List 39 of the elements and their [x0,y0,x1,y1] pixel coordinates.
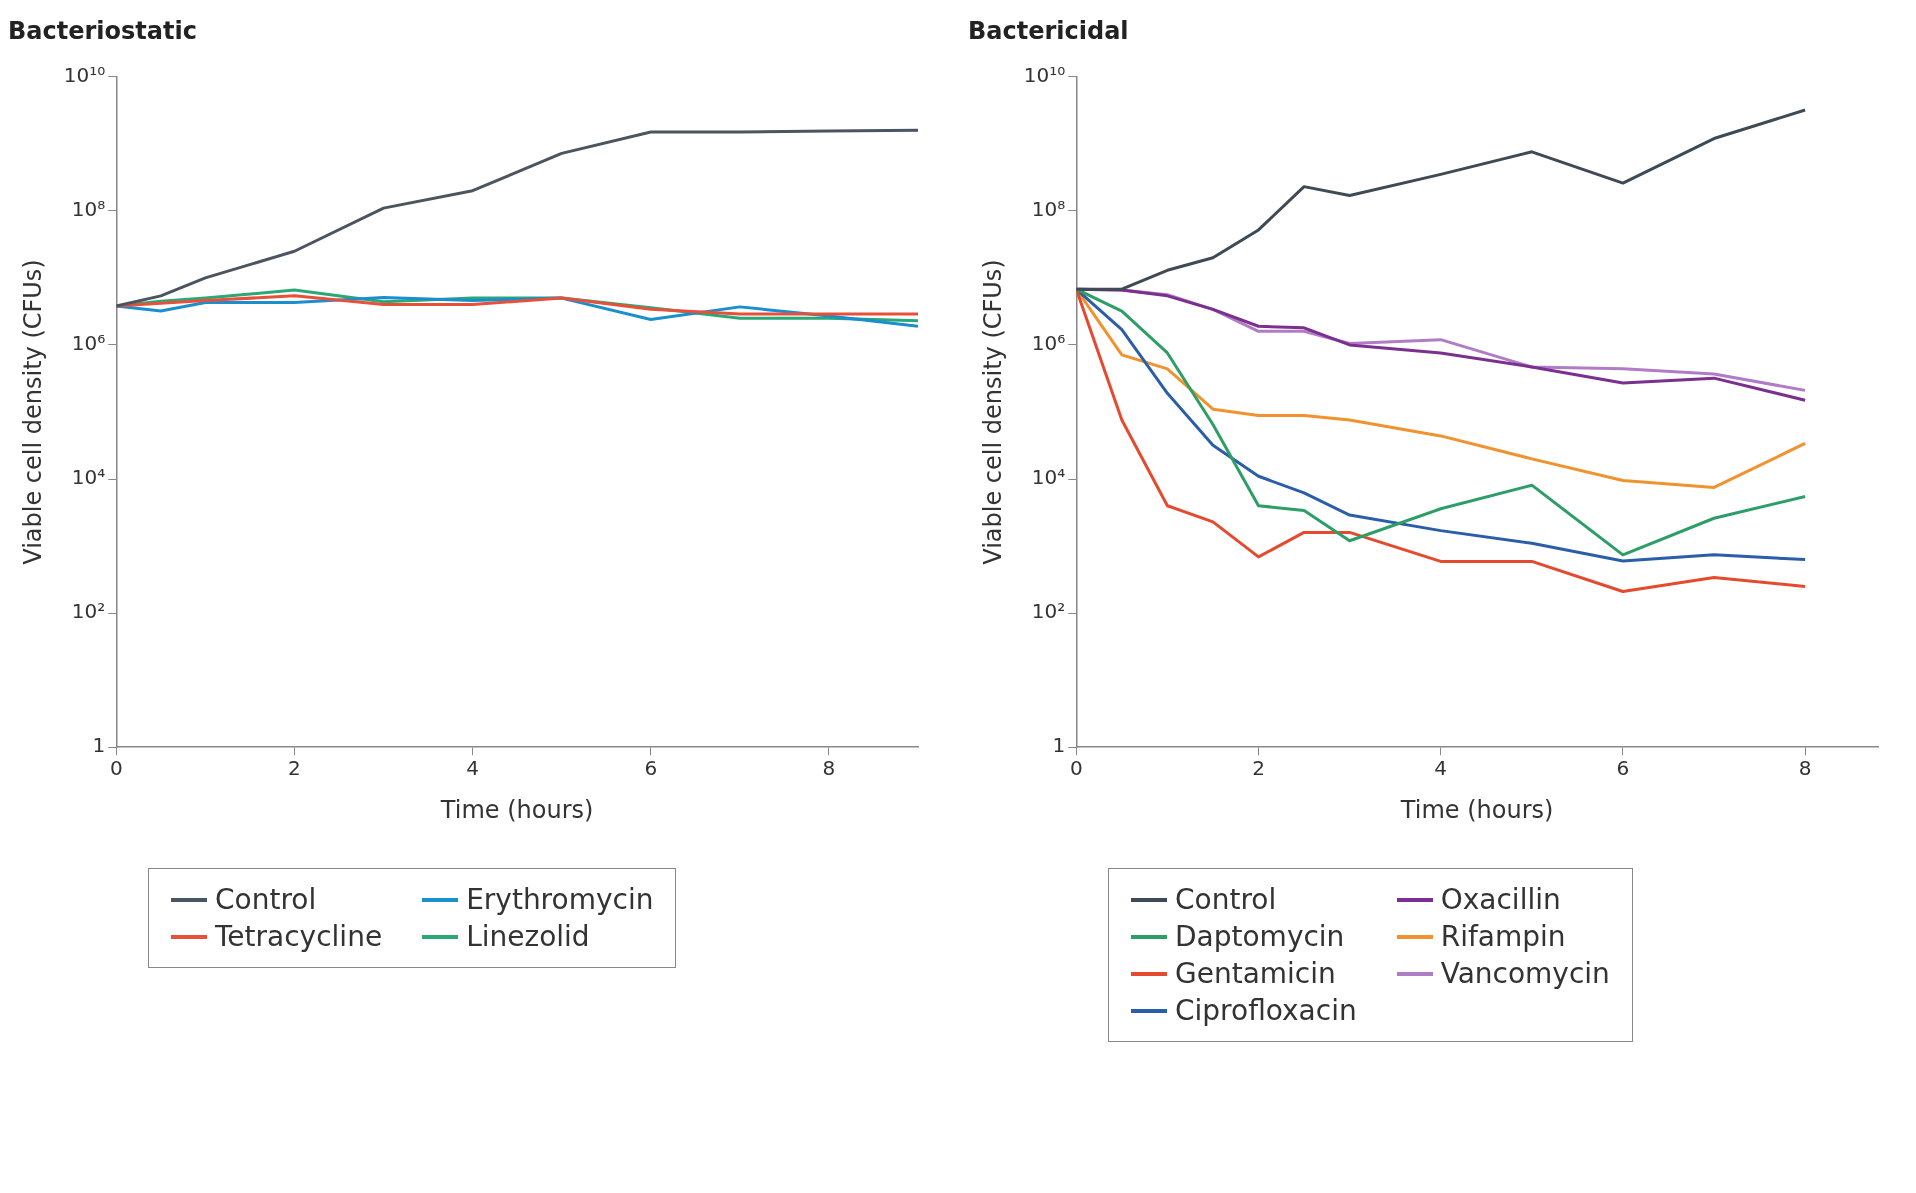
x-tick-label: 4 [466,756,479,781]
y-tick-label: 10⁶ [1031,331,1066,356]
y-axis-title: Viable cell density (CFUs) [18,259,47,565]
legend-label: Control [1175,883,1277,916]
legend-label: Control [215,883,317,916]
chart-title: Bactericidal [968,16,1129,45]
y-tick-label: 10⁸ [71,197,106,222]
x-tick-label: 8 [822,756,836,781]
y-tick-label: 10⁶ [71,331,106,356]
y-axis-title: Viable cell density (CFUs) [978,259,1007,565]
y-tick-label: 10⁴ [1031,465,1066,490]
y-tick-label: 10² [71,599,106,624]
y-tick-label: 10⁸ [1031,197,1066,222]
x-tick-label: 0 [109,756,123,781]
chart-title: Bacteriostatic [8,16,197,45]
legend-label: Oxacillin [1440,883,1561,916]
y-tick-label: 1 [92,733,106,758]
legend-label: Tetracycline [215,920,383,953]
y-tick-label: 1 [1052,733,1066,758]
x-axis-title: Time (hours) [1399,795,1554,824]
legend-label: Ciprofloxacin [1175,994,1357,1027]
legend-label: Erythromycin [466,883,654,916]
y-tick-label: 10¹⁰ [63,63,106,87]
y-tick-label: 10⁴ [71,465,106,490]
x-tick-label: 6 [1616,756,1630,781]
x-tick-label: 8 [1798,756,1812,781]
y-tick-label: 10² [1031,599,1066,624]
legend-label: Linezolid [466,920,590,953]
y-tick-label: 10¹⁰ [1023,63,1066,87]
legend-label: Rifampin [1440,920,1566,953]
x-tick-label: 0 [1069,756,1083,781]
x-tick-label: 6 [644,756,658,781]
x-tick-label: 2 [1252,756,1265,781]
legend-label: Gentamicin [1175,957,1336,990]
x-axis-title: Time (hours) [439,795,594,824]
x-tick-label: 4 [1434,756,1448,781]
legend-label: Daptomycin [1175,920,1345,953]
x-tick-label: 2 [288,756,301,781]
legend-label: Vancomycin [1440,957,1610,990]
